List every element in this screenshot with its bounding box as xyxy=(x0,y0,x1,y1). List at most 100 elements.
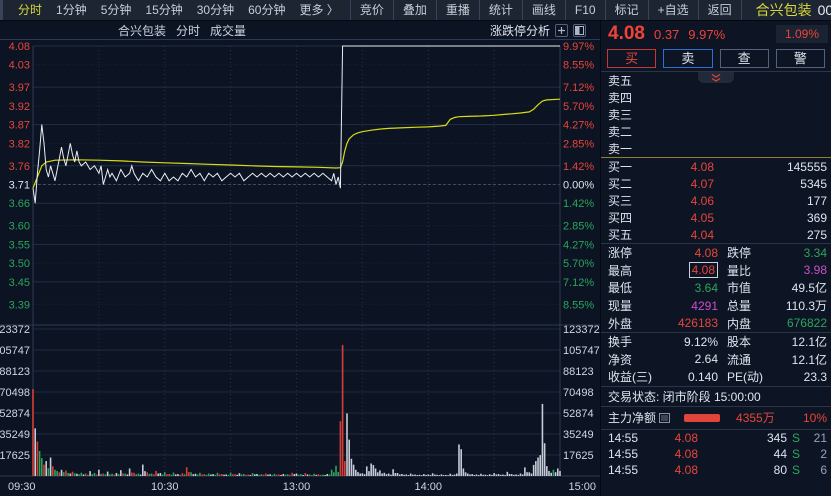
mark-button[interactable]: 标记 xyxy=(604,0,648,20)
chart-header: 合兴包装 分时 成交量 涨跌停分析 xyxy=(0,21,600,40)
volume-bar xyxy=(240,474,243,476)
main-force-bar xyxy=(684,413,721,422)
volume-bar xyxy=(398,474,401,476)
volume-bar xyxy=(58,472,61,476)
volume-bar xyxy=(416,475,419,476)
volume-bar xyxy=(383,472,386,476)
volume-bar xyxy=(499,474,502,476)
volume-bar xyxy=(282,473,285,476)
stock-code: 002228 xyxy=(817,2,831,18)
volume-bar xyxy=(504,475,506,476)
limit-analysis-link[interactable]: 涨跌停分析 xyxy=(489,23,550,38)
volume-bar xyxy=(163,472,166,476)
bid-row[interactable]: 买三 4.06 177 xyxy=(608,193,827,209)
stat-row-eps-pe: 收益(三) 0.140 PE(动) 23.3 xyxy=(608,369,827,385)
percent-axis-label: 2.85% xyxy=(563,221,594,233)
tab-30min[interactable]: 30分钟 xyxy=(196,3,235,17)
stat-row-high: 最高 4.08 量比 3.98 xyxy=(608,262,827,279)
volume-bar xyxy=(425,474,427,476)
volume-bar xyxy=(387,473,390,476)
tab-60min[interactable]: 60分钟 xyxy=(248,3,286,17)
back-button[interactable]: 返回 xyxy=(697,0,742,20)
average-price-line xyxy=(32,98,561,189)
tab-5min[interactable]: 5分钟 xyxy=(100,3,132,17)
tick-list[interactable]: 14:55 4.08 345 S 21 14:55 4.08 44 S 2 14:55 4.08 8… xyxy=(601,428,831,478)
tab-1min[interactable]: 1分钟 xyxy=(56,3,87,17)
volume-bar xyxy=(133,472,135,476)
percent-axis-label: 1.42% xyxy=(563,198,594,210)
ask-row: 卖五 xyxy=(608,74,633,88)
volume-bar xyxy=(306,474,309,476)
volume-bar xyxy=(275,474,278,476)
volume-bar xyxy=(480,473,482,476)
volume-bar xyxy=(515,474,517,476)
volume-axis-label-right: 123372 xyxy=(563,324,600,336)
sell-button[interactable]: 卖 xyxy=(663,48,713,68)
volume-bar xyxy=(280,474,282,476)
sector-change-badge[interactable]: 1.09% xyxy=(775,25,828,43)
quote-panel: 4.08 0.37 9.97% 1.09% 买 卖 查 警 卖五 卖四 卖三 卖… xyxy=(600,21,831,496)
query-button[interactable]: 查 xyxy=(719,48,769,68)
volume-bar xyxy=(80,472,83,476)
tab-timeline[interactable]: 分时 xyxy=(18,3,43,17)
chart-area: 合兴包装 分时 成交量 涨跌停分析 4.08 9.97% 4.03 8.55% 3.97… xyxy=(0,21,600,496)
price-axis-label: 3.50 xyxy=(9,258,30,270)
statistics-button[interactable]: 统计 xyxy=(478,0,522,20)
collapse-order-book-button[interactable] xyxy=(698,72,734,83)
order-book: 卖五 卖四 卖三 卖二 卖一 买一 4.08 145555 买二 4.07 5345 买… xyxy=(601,71,831,243)
volume-bar xyxy=(420,475,423,476)
volume-bar xyxy=(170,474,173,476)
main-force-row[interactable]: 主力净额 4355万 10% xyxy=(608,410,827,426)
volume-bar xyxy=(113,474,116,476)
volume-bar xyxy=(304,473,307,476)
price-axis-label: 3.82 xyxy=(9,138,30,150)
add-overlay-icon[interactable] xyxy=(555,23,568,37)
replay-button[interactable]: 重播 xyxy=(435,0,479,20)
volume-bar xyxy=(194,473,197,476)
volume-bar xyxy=(128,468,131,476)
volume-bar xyxy=(203,474,206,476)
bid-auction-button[interactable]: 竞价 xyxy=(349,0,393,20)
volume-bar xyxy=(104,474,107,476)
volume-bar xyxy=(144,471,146,476)
volume-bar xyxy=(297,474,300,476)
volume-bar xyxy=(212,474,214,476)
chart-title-volume: 成交量 xyxy=(210,23,247,38)
add-watchlist-button[interactable]: +自选 xyxy=(647,0,698,20)
volume-bar xyxy=(330,469,333,476)
intraday-chart[interactable]: 4.08 9.97% 4.03 8.55% 3.97 7.12% 3.92 5.70% 3.87… xyxy=(0,40,600,496)
volume-bar xyxy=(510,474,513,476)
draw-line-button[interactable]: 画线 xyxy=(521,0,565,20)
f10-button[interactable]: F10 xyxy=(564,0,605,20)
volume-bar xyxy=(535,461,537,476)
main-force-pct: 10% xyxy=(802,410,827,425)
volume-bar xyxy=(493,473,495,476)
volume-bar xyxy=(78,474,80,476)
volume-bar xyxy=(179,474,181,476)
alert-button[interactable]: 警 xyxy=(775,48,825,68)
volume-bar xyxy=(344,461,346,476)
volume-bar xyxy=(526,472,528,476)
volume-bar xyxy=(385,474,388,476)
bid-row[interactable]: 买二 4.07 5345 xyxy=(608,176,827,192)
volume-bar xyxy=(106,471,109,476)
volume-bar xyxy=(45,461,47,476)
ask-row: 卖二 xyxy=(608,125,633,139)
bid-row[interactable]: 买一 4.08 145555 xyxy=(608,159,827,175)
buy-button[interactable]: 买 xyxy=(607,48,657,68)
panel-toggle-icon[interactable] xyxy=(573,23,586,37)
volume-bar xyxy=(157,473,159,476)
volume-bar xyxy=(379,470,381,476)
more-periods-menu[interactable]: 更多 〉 xyxy=(299,3,339,17)
bid-row[interactable]: 买五 4.04 275 xyxy=(608,227,827,243)
price-axis-label: 4.08 xyxy=(9,41,30,53)
time-axis-label: 10:30 xyxy=(151,481,179,493)
overlay-button[interactable]: 叠加 xyxy=(392,0,436,20)
volume-bar xyxy=(469,474,471,476)
tab-15min[interactable]: 15分钟 xyxy=(145,3,183,17)
percent-axis-label: 7.12% xyxy=(563,277,594,289)
volume-bar xyxy=(557,468,559,476)
bid-row[interactable]: 买四 4.05 369 xyxy=(608,210,827,226)
volume-bar xyxy=(339,421,342,476)
volume-bar xyxy=(554,472,557,476)
